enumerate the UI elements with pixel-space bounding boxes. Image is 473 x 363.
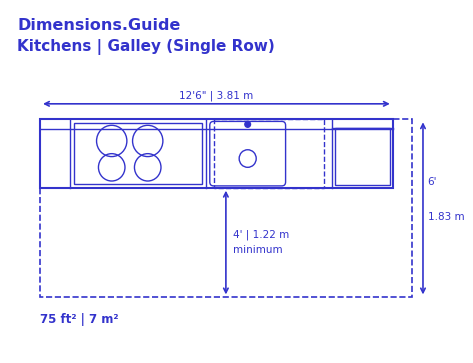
Bar [335, 128, 390, 185]
Text: 6': 6' [428, 177, 437, 187]
Text: Dimensions.Guide: Dimensions.Guide [18, 18, 181, 33]
Bar [40, 119, 412, 297]
Text: 1.83 m: 1.83 m [428, 212, 464, 222]
Circle shape [245, 121, 251, 127]
Bar [74, 123, 202, 184]
Bar [40, 119, 393, 188]
Text: 12'6" | 3.81 m: 12'6" | 3.81 m [179, 90, 254, 101]
Text: 75 ft² | 7 m²: 75 ft² | 7 m² [40, 313, 119, 326]
Text: minimum: minimum [234, 245, 283, 256]
Text: Kitchens | Galley (Single Row): Kitchens | Galley (Single Row) [18, 39, 275, 55]
Bar [214, 119, 324, 188]
Text: 4' | 1.22 m: 4' | 1.22 m [234, 229, 290, 240]
